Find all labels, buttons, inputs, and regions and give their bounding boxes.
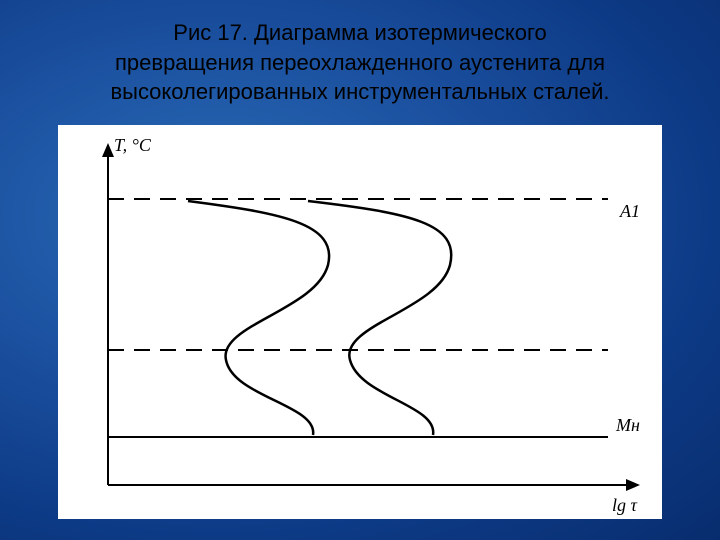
title-line-1: Рис 17. Диаграмма изотермического	[173, 20, 546, 45]
title-line-3: высоколегированных инструментальных стал…	[110, 79, 609, 104]
svg-text:T, °C: T, °C	[114, 135, 152, 155]
svg-text:Mн: Mн	[615, 415, 640, 435]
svg-text:lg τ: lg τ	[612, 495, 638, 515]
ttt-diagram-svg: T, °C A1 Mн lg τ	[58, 125, 662, 519]
figure-caption: Рис 17. Диаграмма изотермического превра…	[0, 0, 720, 117]
title-line-2: превращения переохлажденного аустенита д…	[115, 50, 605, 75]
ttt-diagram-panel: T, °C A1 Mн lg τ	[58, 125, 662, 519]
svg-text:A1: A1	[619, 201, 640, 221]
